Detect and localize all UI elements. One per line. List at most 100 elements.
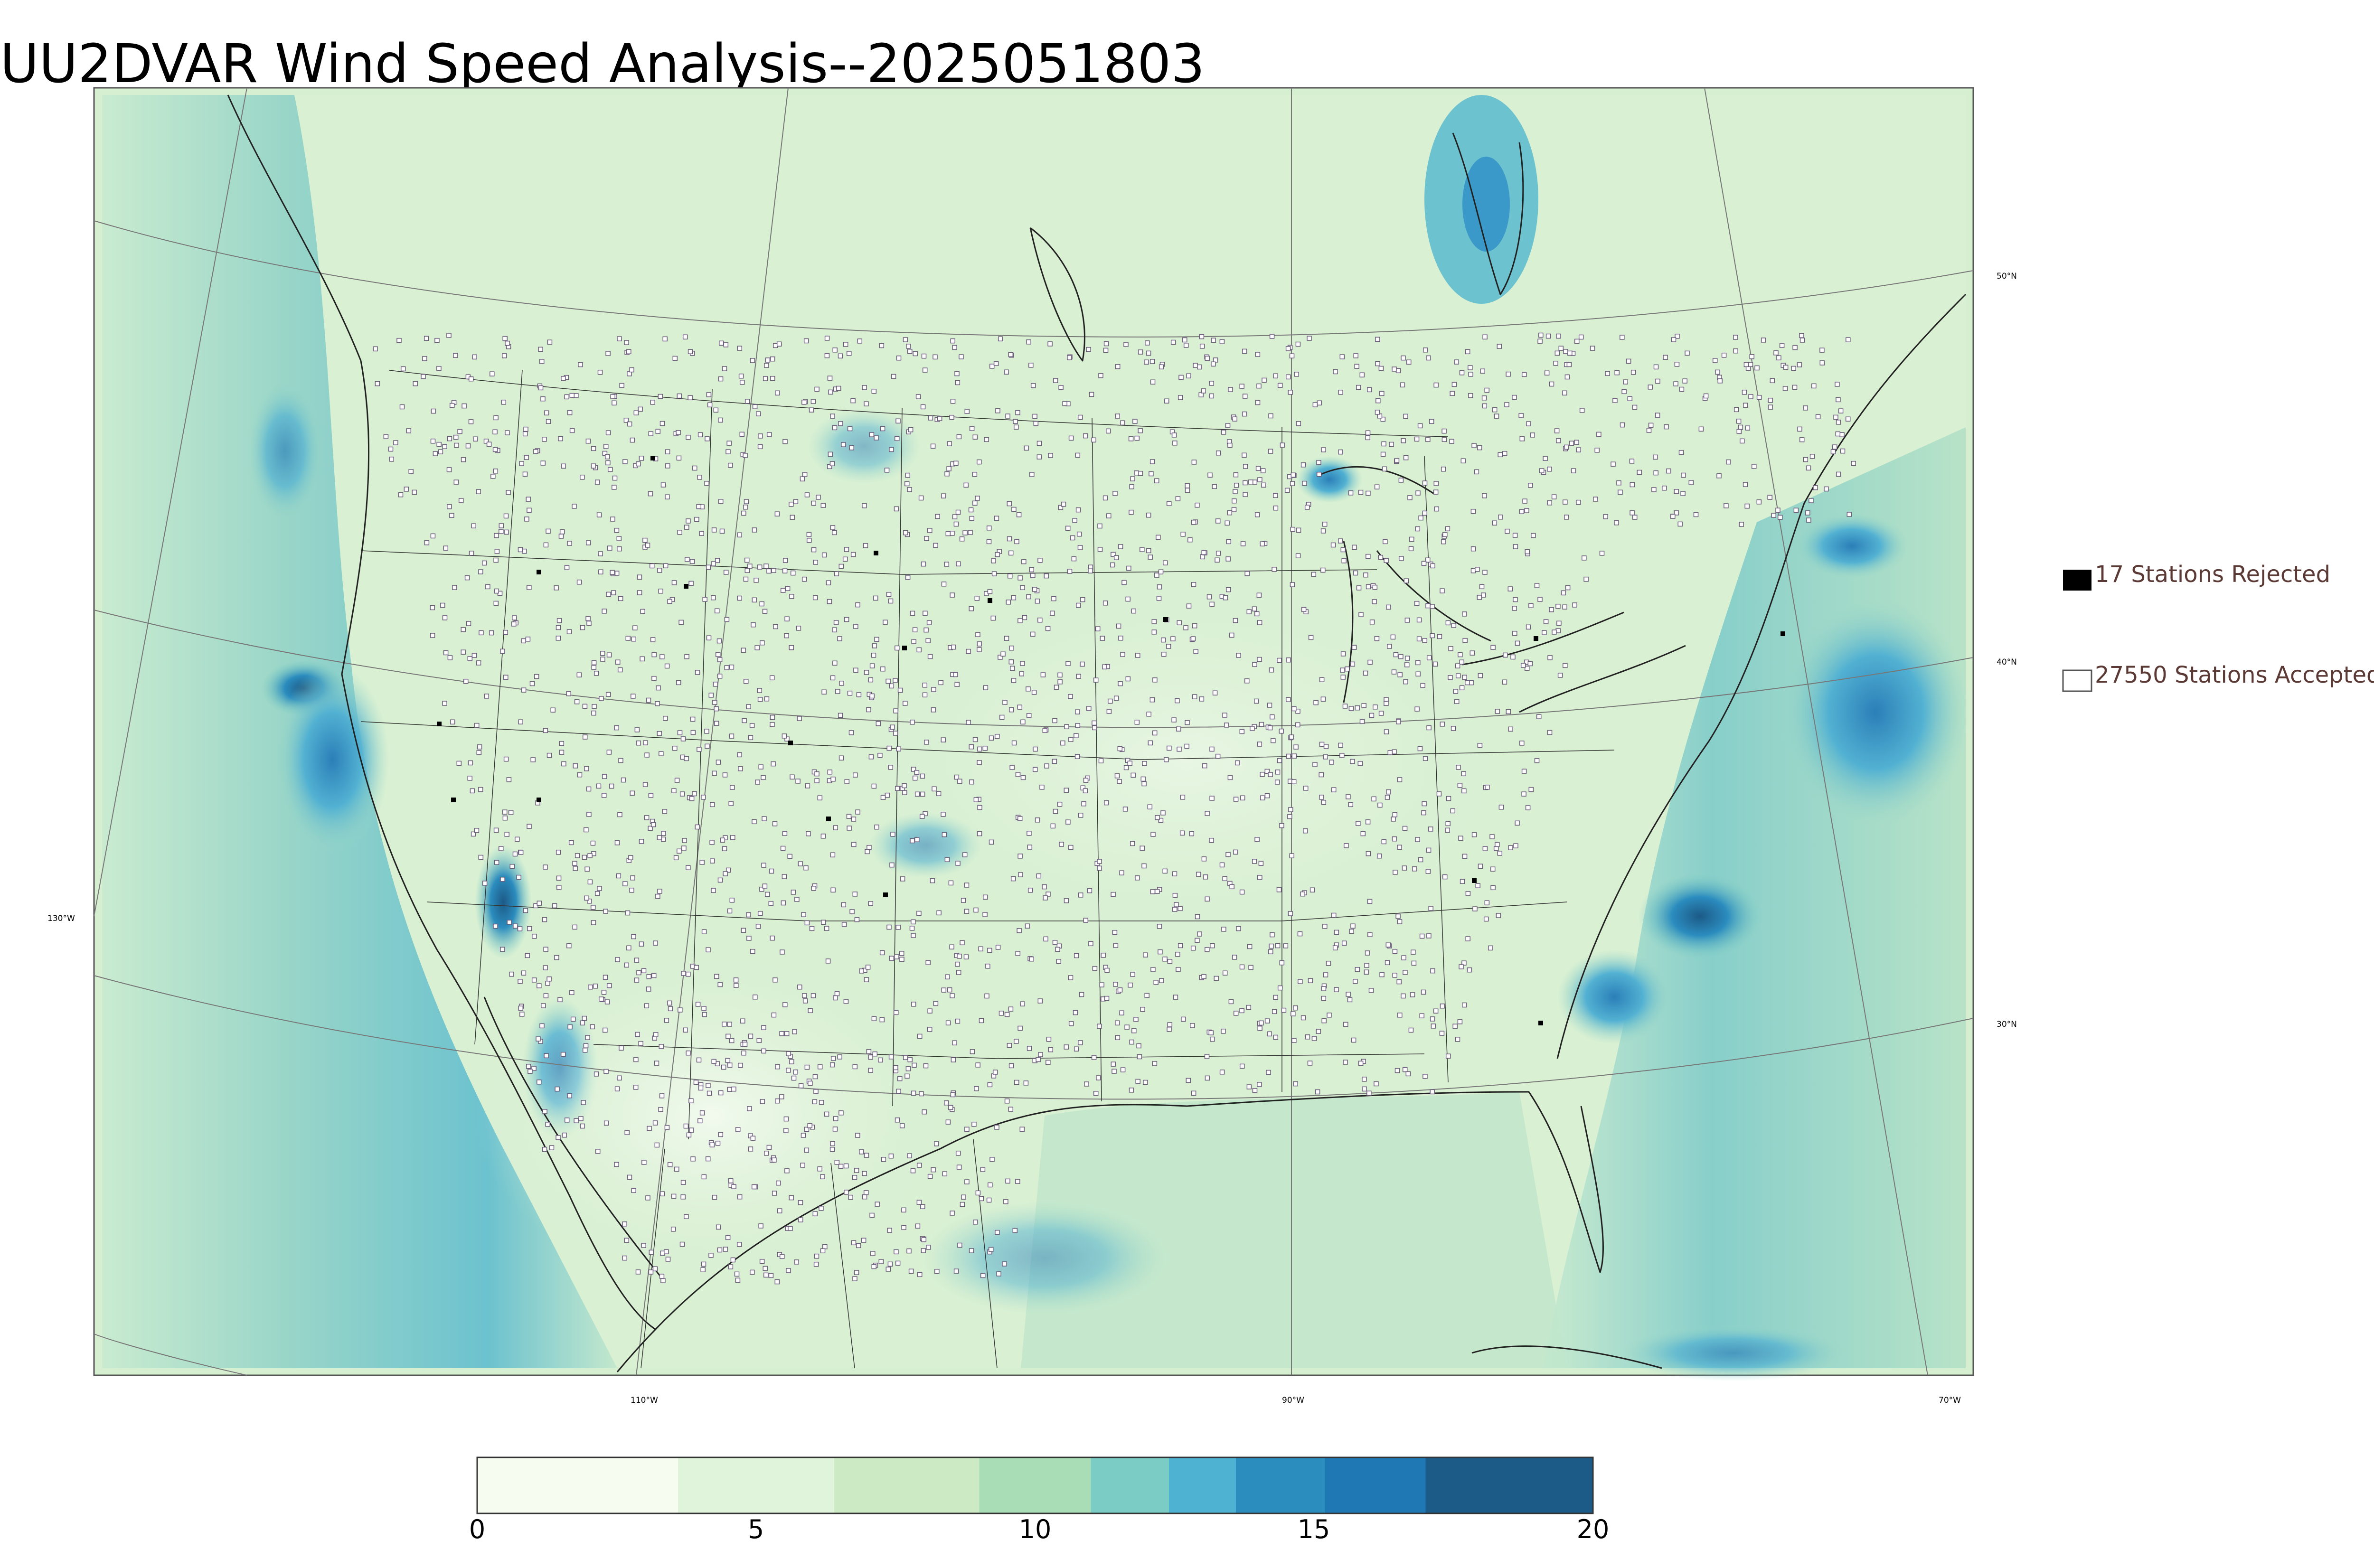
station-accepted: [1492, 407, 1498, 413]
station-accepted: [1627, 396, 1633, 401]
station-accepted: [560, 1052, 566, 1057]
station-accepted: [1044, 763, 1049, 769]
station-accepted: [903, 530, 908, 535]
station-accepted: [1614, 520, 1619, 526]
station-accepted: [461, 457, 466, 462]
station-accepted: [1239, 729, 1245, 734]
station-accepted: [1073, 1010, 1078, 1015]
station-accepted: [1111, 1061, 1116, 1067]
station-accepted: [1264, 769, 1270, 774]
station-accepted: [600, 657, 605, 662]
station-accepted: [770, 356, 775, 362]
station-accepted: [752, 527, 757, 533]
station-accepted: [1386, 789, 1391, 795]
station-accepted: [755, 779, 760, 785]
station-accepted: [949, 944, 954, 949]
station-accepted: [1145, 340, 1150, 346]
station-accepted: [1277, 383, 1283, 388]
station-accepted: [774, 1279, 780, 1285]
station-accepted: [957, 953, 962, 959]
station-accepted: [1375, 410, 1380, 415]
station-accepted: [1698, 426, 1704, 432]
station-accepted: [725, 1033, 731, 1039]
station-accepted: [1430, 633, 1435, 638]
station-accepted: [711, 1059, 716, 1064]
station-accepted: [1128, 436, 1134, 441]
station-accepted: [1594, 448, 1600, 453]
station-accepted: [1227, 510, 1233, 516]
station-accepted: [1111, 892, 1116, 897]
station-accepted: [902, 790, 907, 795]
station-accepted: [1528, 787, 1534, 792]
station-accepted: [797, 716, 802, 721]
station-accepted: [665, 449, 670, 454]
station-accepted: [558, 534, 564, 539]
station-accepted: [543, 864, 548, 870]
station-accepted: [948, 1105, 953, 1110]
station-accepted: [1803, 457, 1809, 462]
station-accepted: [975, 1190, 981, 1196]
station-accepted: [596, 783, 602, 789]
station-accepted: [750, 358, 755, 363]
station-accepted: [1114, 773, 1120, 779]
station-accepted: [947, 987, 952, 993]
station-accepted: [1445, 620, 1451, 626]
station-accepted: [1219, 1070, 1225, 1075]
station-accepted: [1321, 995, 1327, 1001]
station-accepted: [1451, 726, 1456, 731]
station-accepted: [663, 715, 668, 721]
station-accepted: [1302, 480, 1307, 486]
station-accepted: [1294, 372, 1299, 377]
station-accepted: [393, 440, 398, 445]
station-accepted: [1349, 929, 1354, 934]
station-accepted: [1014, 424, 1019, 430]
station-accepted: [1256, 592, 1262, 598]
station-accepted: [1269, 667, 1274, 673]
station-accepted: [893, 1065, 898, 1070]
station-accepted: [1372, 599, 1377, 604]
station-accepted: [701, 795, 706, 800]
station-accepted: [522, 548, 527, 554]
station-accepted: [479, 630, 484, 636]
station-accepted: [1014, 539, 1019, 545]
station-accepted: [893, 708, 898, 714]
station-accepted: [1320, 696, 1326, 702]
station-accepted: [924, 740, 929, 745]
station-accepted: [1142, 761, 1147, 766]
station-accepted: [1232, 498, 1237, 504]
station-accepted: [663, 563, 669, 569]
station-accepted: [644, 1003, 650, 1008]
station-accepted: [1164, 757, 1169, 762]
station-accepted: [830, 1056, 836, 1061]
station-accepted: [1512, 394, 1517, 400]
station-accepted: [598, 569, 603, 574]
station-accepted: [1191, 460, 1197, 465]
station-accepted: [1465, 891, 1471, 896]
station-accepted: [583, 1043, 589, 1048]
station-accepted: [879, 1017, 885, 1023]
station-accepted: [1339, 354, 1345, 359]
station-accepted: [1776, 355, 1781, 361]
station-accepted: [1462, 854, 1468, 859]
station-accepted: [1077, 545, 1083, 550]
station-accepted: [741, 1050, 746, 1056]
station-accepted: [1441, 539, 1446, 545]
station-accepted: [1125, 676, 1131, 682]
station-accepted: [521, 687, 527, 693]
station-accepted: [683, 1027, 688, 1033]
station-accepted: [920, 1204, 925, 1209]
station-accepted: [591, 665, 597, 670]
station-accepted: [1043, 936, 1048, 942]
colorbar-tick-10: 10: [1018, 1514, 1052, 1544]
station-accepted: [1322, 521, 1328, 527]
station-accepted: [1003, 1199, 1008, 1204]
station-accepted: [1068, 1021, 1074, 1026]
station-accepted: [1670, 514, 1676, 519]
station-accepted: [1083, 433, 1088, 439]
station-accepted: [971, 1121, 977, 1127]
station-accepted: [552, 903, 557, 909]
station-accepted: [1522, 498, 1527, 504]
station-accepted: [1490, 885, 1496, 891]
station-accepted: [1392, 836, 1397, 842]
station-accepted: [1215, 518, 1221, 524]
